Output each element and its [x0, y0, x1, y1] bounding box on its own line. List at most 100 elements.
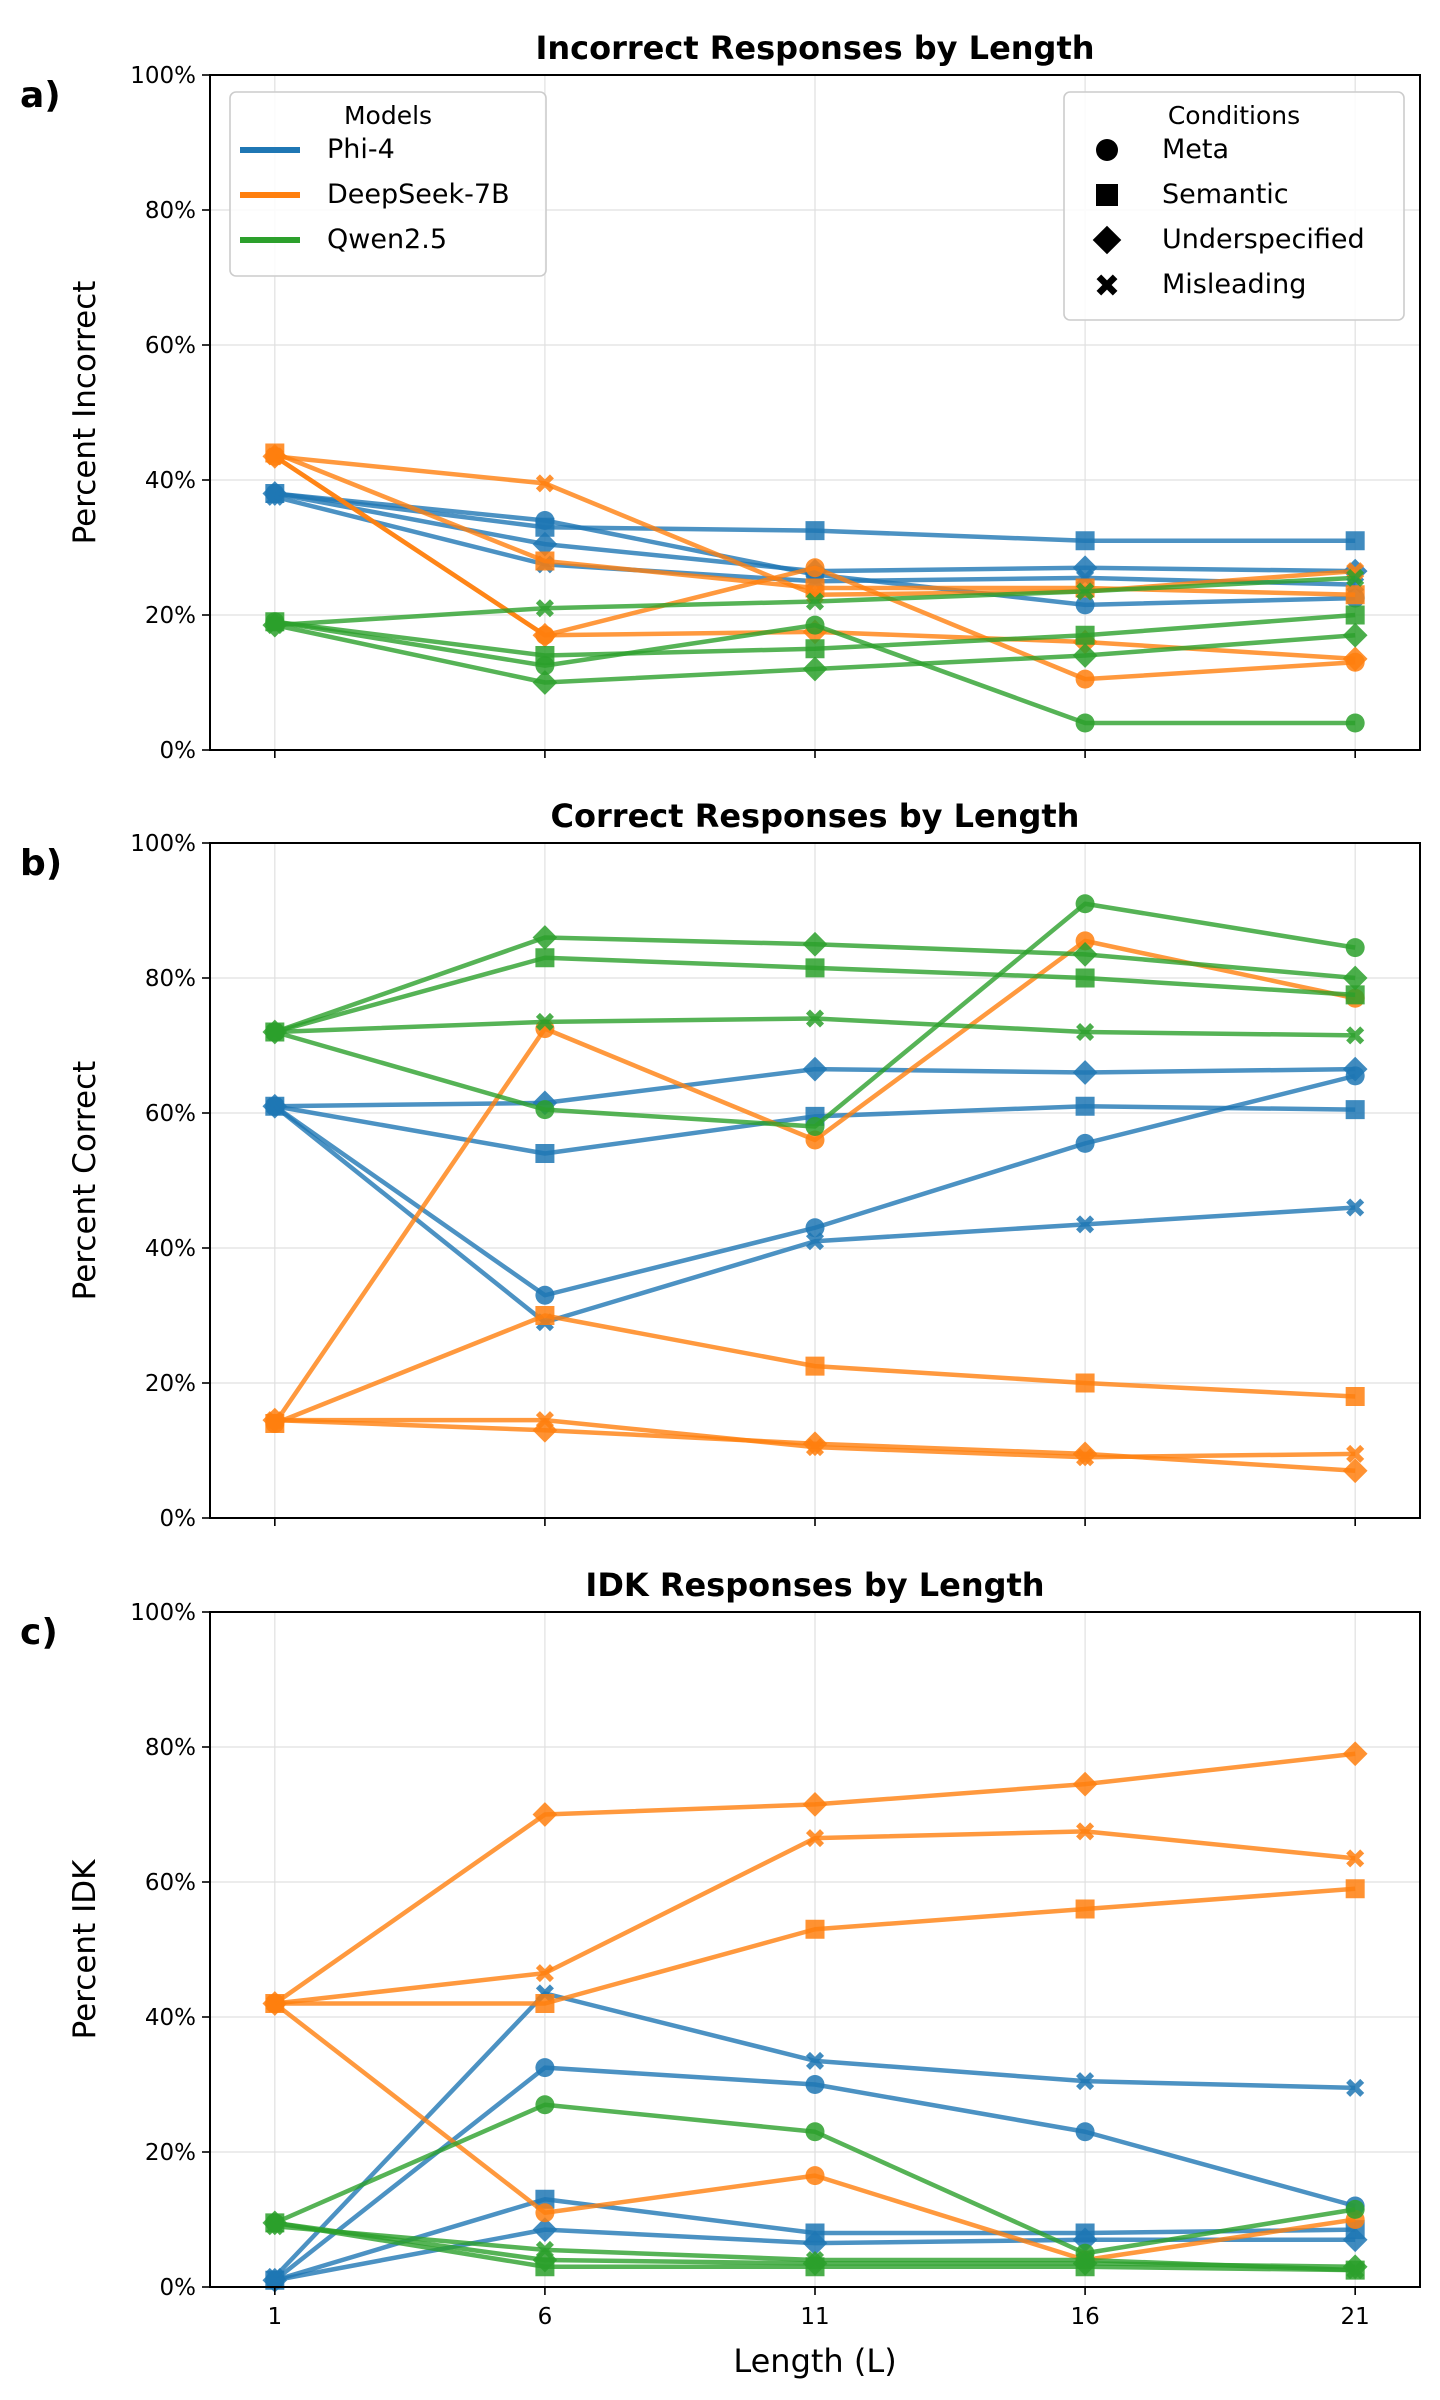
data-point	[1342, 1056, 1368, 1082]
y-axis-label: Percent Correct	[67, 1061, 103, 1301]
data-point	[805, 2051, 825, 2070]
legend-title: Conditions	[1168, 101, 1300, 130]
legend-label-misleading: Misleading	[1162, 269, 1306, 300]
data-point	[265, 1022, 284, 1042]
data-point	[1346, 1026, 1365, 1045]
y-tick-label: 20%	[145, 2140, 196, 2166]
y-tick-label: 0%	[160, 1506, 197, 1532]
data-point	[265, 1994, 284, 2013]
y-tick-label: 20%	[145, 1371, 196, 1397]
data-point	[1075, 968, 1095, 988]
data-point	[1076, 1822, 1095, 1841]
data-point	[805, 1117, 825, 1136]
data-point	[1075, 894, 1095, 914]
x-tick-label: 16	[1070, 2304, 1099, 2330]
data-point	[805, 1130, 825, 1150]
legend-label-meta: Meta	[1162, 134, 1229, 165]
legend-title: Models	[344, 101, 432, 130]
data-point	[805, 2250, 825, 2270]
data-point	[535, 2203, 555, 2223]
x-axis-label: Length (L)	[733, 2342, 896, 2380]
y-tick-label: 40%	[145, 1236, 196, 1262]
data-point	[805, 2166, 825, 2186]
y-tick-label: 60%	[145, 333, 196, 359]
data-point	[535, 2095, 555, 2115]
data-point	[805, 592, 825, 611]
panel-label: b)	[20, 843, 62, 884]
legend-models: Models Phi-4 DeepSeek-7B Qwen2.5	[229, 91, 547, 277]
data-point	[805, 1829, 825, 1848]
data-point	[535, 1306, 555, 1325]
panel-label: a)	[20, 75, 61, 116]
data-point	[1075, 931, 1095, 951]
data-point	[532, 2217, 558, 2242]
data-point	[1075, 625, 1095, 645]
y-tick-label: 80%	[145, 1735, 196, 1761]
data-point	[805, 1232, 825, 1251]
data-point	[1345, 1879, 1365, 1899]
data-point	[1075, 1373, 1095, 1393]
x-tick-label: 11	[800, 2304, 829, 2330]
data-point	[1345, 985, 1365, 1005]
data-point	[1076, 1215, 1095, 1234]
data-point	[535, 599, 554, 618]
y-tick-label: 20%	[145, 603, 196, 629]
data-point	[1072, 643, 1098, 668]
y-tick-label: 100%	[130, 1600, 196, 1626]
data-point	[805, 2122, 825, 2142]
legend-marker-semantic	[1096, 184, 1118, 206]
y-axis-label: Percent Incorrect	[67, 281, 103, 545]
data-point	[1342, 965, 1368, 991]
data-point	[535, 2058, 555, 2078]
y-axis-label: Percent IDK	[67, 1859, 103, 2040]
series-deepseek-7b-misleading	[265, 1411, 1365, 1467]
data-point	[1346, 1849, 1365, 1868]
data-point	[532, 670, 558, 695]
x-tick-label: 6	[538, 2304, 553, 2330]
data-point	[1075, 1096, 1095, 1116]
data-point	[805, 1438, 825, 1457]
data-point	[805, 2075, 825, 2094]
data-point	[1076, 1022, 1095, 1042]
data-point	[1072, 1060, 1098, 1085]
y-tick-label: 100%	[130, 63, 196, 89]
data-point	[1345, 1100, 1365, 1120]
panel-2: 0% 20% 40% 60% 80% 100% Correct Responses by L…	[20, 797, 1421, 1532]
data-point	[1346, 1198, 1365, 1217]
data-point	[805, 1218, 825, 1238]
data-point	[1075, 713, 1095, 733]
y-tick-label: 100%	[130, 831, 196, 857]
data-point	[1345, 605, 1365, 625]
y-tick-label: 60%	[145, 1101, 196, 1127]
data-point	[265, 2217, 284, 2236]
data-point	[1345, 1387, 1365, 1406]
data-point	[802, 2230, 828, 2256]
data-point	[805, 615, 825, 635]
data-point	[805, 1356, 825, 1376]
series-qwen2-5-underspecified	[262, 925, 1368, 1045]
legend-label-qwen2-5: Qwen2.5	[327, 224, 447, 255]
x-tick-label: 1	[268, 2304, 283, 2330]
data-point	[532, 622, 558, 648]
data-point	[1075, 595, 1095, 615]
data-point	[1072, 942, 1098, 967]
data-point	[805, 958, 825, 978]
data-point	[532, 1417, 558, 1443]
legend-conditions: Conditions Meta Semantic Underspecified Misl…	[1063, 91, 1405, 321]
data-point	[532, 531, 558, 557]
data-point	[1345, 531, 1365, 551]
legend-label-phi-4: Phi-4	[327, 134, 395, 165]
data-point	[1072, 1771, 1098, 1797]
data-point	[805, 639, 825, 659]
data-point	[802, 1792, 828, 1817]
chart-title: IDK Responses by Length	[585, 1566, 1044, 1604]
data-point	[532, 1802, 558, 1827]
data-point	[535, 1411, 554, 1430]
data-point	[535, 1285, 555, 1305]
data-point	[1075, 1899, 1095, 1919]
chart-title: Correct Responses by Length	[551, 797, 1080, 835]
series-qwen2-5-misleading	[265, 568, 1365, 635]
panel-label: c)	[20, 1612, 58, 1653]
